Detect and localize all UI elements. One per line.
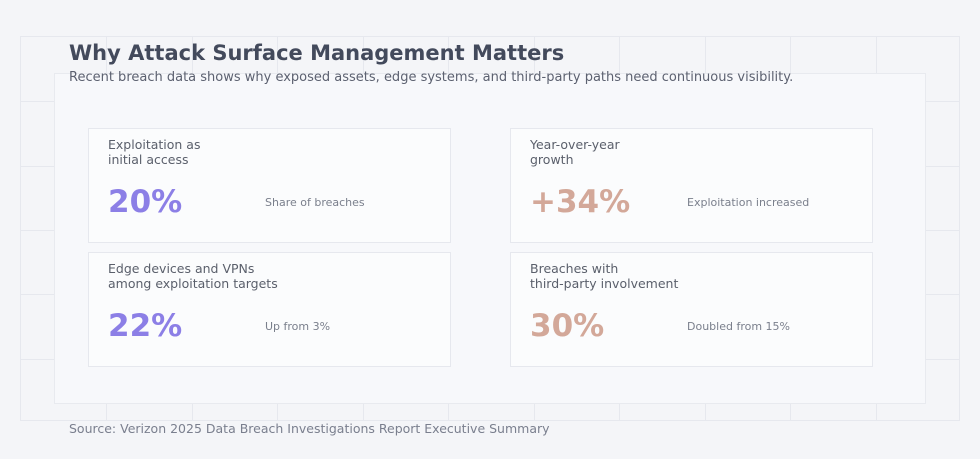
stat-note: Share of breaches	[265, 196, 365, 209]
stat-label: Breaches with third-party involvement	[530, 261, 679, 291]
stat-label: Edge devices and VPNs among exploitation…	[108, 261, 278, 291]
source-note: Source: Verizon 2025 Data Breach Investi…	[69, 421, 550, 436]
stat-card: Edge devices and VPNs among exploitation…	[88, 252, 451, 367]
stat-label: Year-over-year growth	[530, 137, 620, 167]
stat-value: 20%	[108, 184, 183, 220]
stat-value: 30%	[530, 308, 605, 344]
stat-value: 22%	[108, 308, 183, 344]
stat-card: Breaches with third-party involvement 30…	[510, 252, 873, 367]
page-title: Why Attack Surface Management Matters	[69, 41, 565, 65]
stat-label: Exploitation as initial access	[108, 137, 201, 167]
stat-card: Exploitation as initial access 20% Share…	[88, 128, 451, 243]
stat-note: Doubled from 15%	[687, 320, 791, 333]
subtitle: Recent breach data shows why exposed ass…	[69, 70, 794, 85]
stat-card: Year-over-year growth +34% Exploitation …	[510, 128, 873, 243]
stat-note: Exploitation increased	[687, 196, 810, 209]
stat-note: Up from 3%	[265, 320, 331, 333]
stat-value: +34%	[530, 184, 631, 220]
